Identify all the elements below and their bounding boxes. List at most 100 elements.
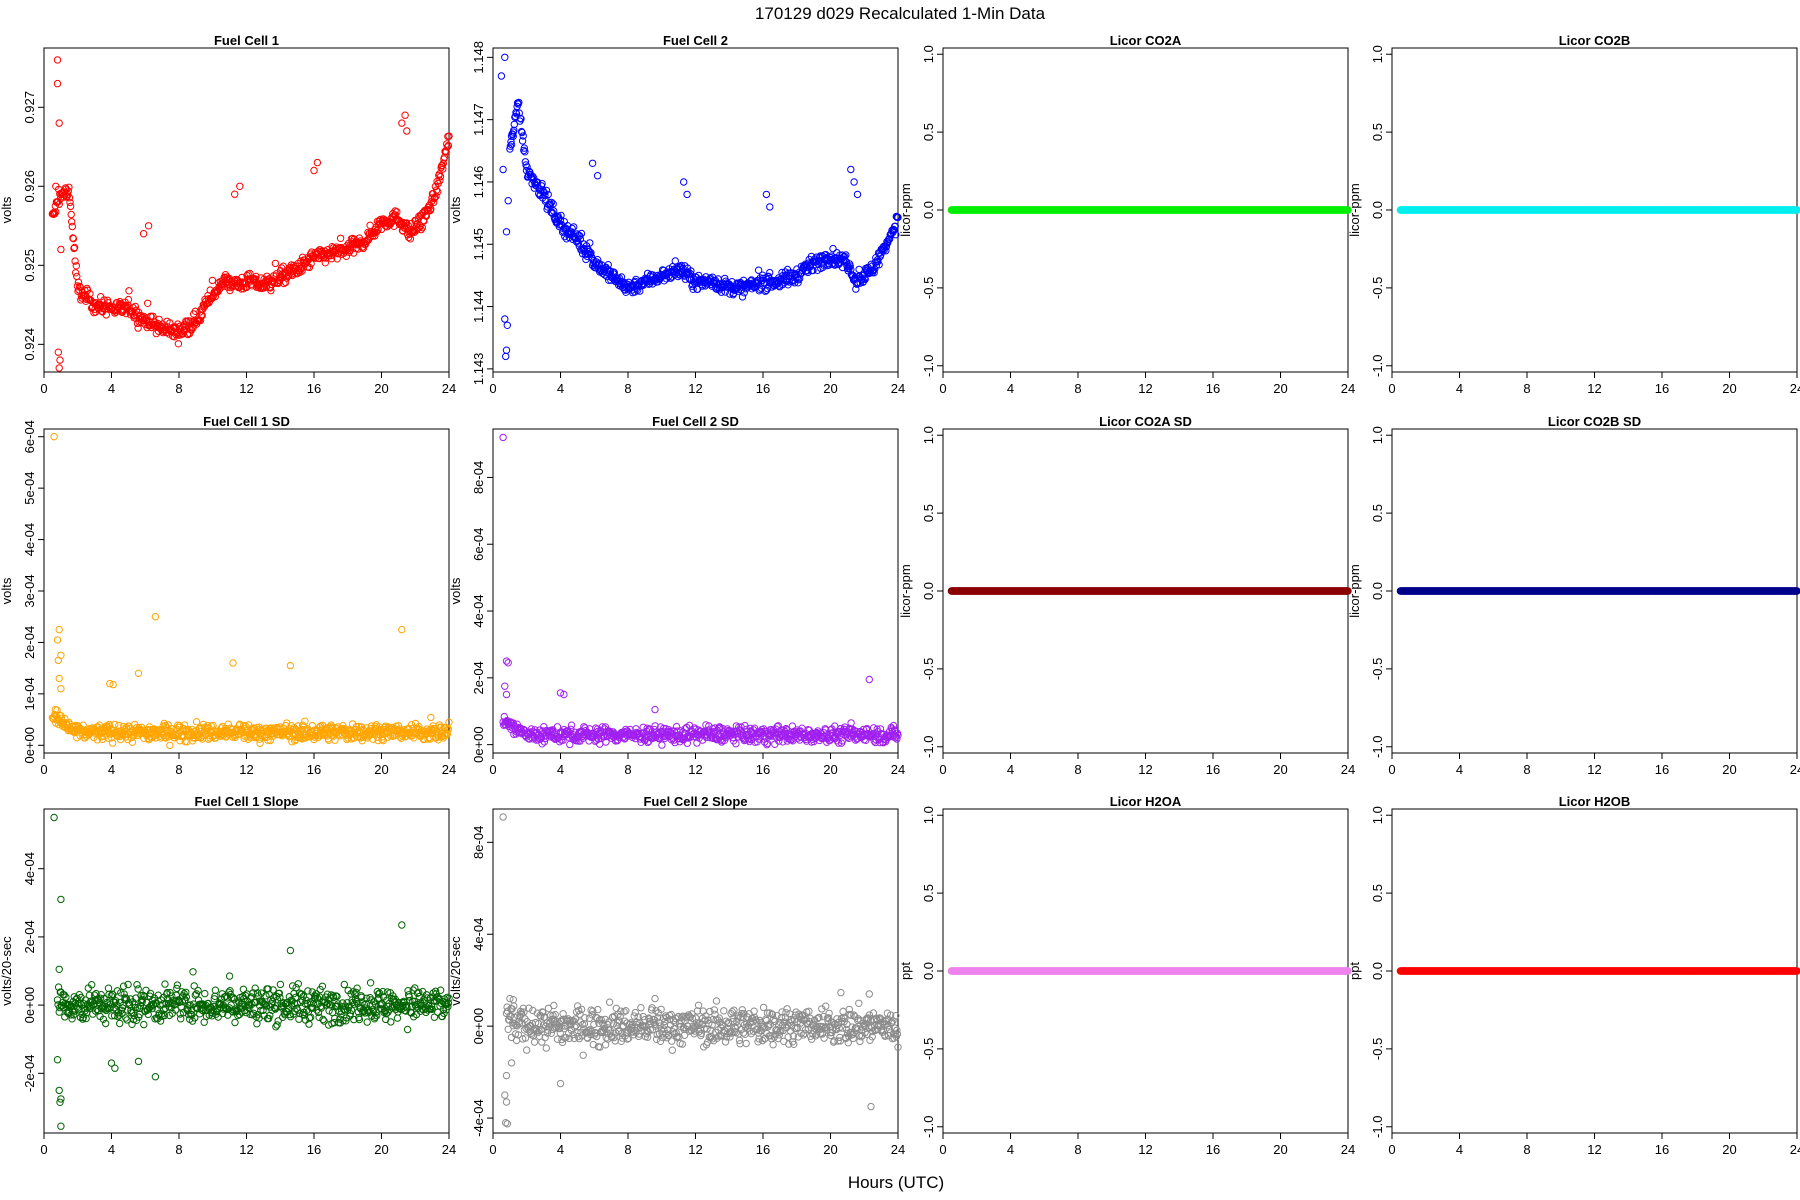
data-point xyxy=(651,705,659,714)
data-points xyxy=(48,56,453,372)
data-point xyxy=(55,625,63,634)
y-tick-label: 0.925 xyxy=(22,249,37,282)
data-point xyxy=(436,176,444,185)
x-tick-label: 20 xyxy=(1722,381,1736,396)
x-tick-label: 20 xyxy=(823,762,837,777)
data-point xyxy=(398,625,406,634)
data-point xyxy=(574,239,582,247)
data-point xyxy=(660,277,668,285)
data-points xyxy=(947,587,1352,595)
x-tick-label: 24 xyxy=(1341,762,1355,777)
data-point xyxy=(401,111,409,119)
data-point xyxy=(593,256,602,264)
x-tick-label: 16 xyxy=(307,762,321,777)
data-point xyxy=(134,669,143,677)
data-point xyxy=(65,194,74,202)
y-tick-label: 4e-04 xyxy=(22,523,37,556)
data-point xyxy=(587,249,595,257)
data-point xyxy=(191,307,200,315)
data-point xyxy=(593,172,602,180)
data-point xyxy=(313,158,322,167)
data-point xyxy=(520,144,528,152)
data-point xyxy=(305,263,314,272)
x-tick-label: 12 xyxy=(239,762,253,777)
data-point xyxy=(846,262,854,270)
data-point xyxy=(443,143,451,151)
data-point xyxy=(658,741,666,749)
data-point xyxy=(501,315,509,323)
data-point xyxy=(510,120,518,129)
data-point xyxy=(310,166,318,175)
x-tick-label: 0 xyxy=(489,762,496,777)
data-point xyxy=(57,685,65,693)
data-point xyxy=(891,222,899,231)
y-axis: -1.0-0.50.00.51.0 xyxy=(921,45,943,377)
data-points xyxy=(499,433,902,749)
plot-frame xyxy=(492,428,899,754)
data-points xyxy=(1396,206,1800,214)
data-point xyxy=(51,210,59,218)
data-point xyxy=(431,193,439,202)
data-point xyxy=(502,228,511,236)
data-point xyxy=(67,210,75,219)
data-point xyxy=(549,200,557,208)
data-point xyxy=(869,267,877,275)
data-point xyxy=(794,279,802,287)
y-axis: -1.0-0.50.00.51.0 xyxy=(921,426,943,758)
data-point xyxy=(68,222,77,231)
data-point xyxy=(738,293,747,301)
data-point xyxy=(555,214,563,222)
y-axis-label: volts xyxy=(0,196,14,223)
data-point xyxy=(55,674,63,683)
x-tick-label: 12 xyxy=(239,381,253,396)
y-tick-label: 2e-04 xyxy=(471,661,486,694)
data-point xyxy=(687,267,695,275)
data-point xyxy=(506,142,515,150)
x-tick-label: 12 xyxy=(688,381,702,396)
x-tick-label: 4 xyxy=(1456,381,1463,396)
y-tick-label: 3e-04 xyxy=(22,574,37,607)
data-point xyxy=(181,322,189,330)
data-point xyxy=(196,316,205,325)
y-axis-label: volts xyxy=(448,196,463,223)
y-tick-label: 2e-04 xyxy=(22,626,37,659)
data-point xyxy=(766,268,774,277)
x-tick-label: 16 xyxy=(1655,381,1669,396)
x-tick-label: 0 xyxy=(40,762,47,777)
y-tick-label: -0.5 xyxy=(921,277,936,299)
data-point xyxy=(762,190,771,199)
data-point xyxy=(398,119,406,127)
y-tick-label: 0.5 xyxy=(1370,123,1385,141)
data-point xyxy=(298,267,306,275)
data-points xyxy=(947,206,1352,214)
data-point xyxy=(444,141,453,150)
panel-title: Licor CO2B xyxy=(1559,33,1631,48)
data-point xyxy=(321,259,329,267)
data-point xyxy=(54,656,62,665)
data-points xyxy=(497,53,902,361)
data-point xyxy=(842,251,850,259)
x-tick-label: 8 xyxy=(1074,381,1081,396)
x-tick-label: 20 xyxy=(1273,381,1287,396)
data-point xyxy=(134,324,142,332)
data-point xyxy=(502,657,511,665)
x-tick-label: 20 xyxy=(1273,762,1287,777)
data-point xyxy=(865,675,873,684)
data-point xyxy=(610,268,618,277)
y-tick-label: 0.5 xyxy=(921,123,936,141)
data-point xyxy=(497,72,506,80)
data-point xyxy=(538,179,546,188)
y-axis-label: licor-ppm xyxy=(898,183,913,236)
data-point xyxy=(501,53,509,61)
data-point xyxy=(256,739,264,747)
data-point xyxy=(503,321,511,329)
data-point xyxy=(57,245,65,254)
data-point xyxy=(333,255,341,263)
data-point xyxy=(499,165,507,174)
data-point xyxy=(55,364,63,372)
